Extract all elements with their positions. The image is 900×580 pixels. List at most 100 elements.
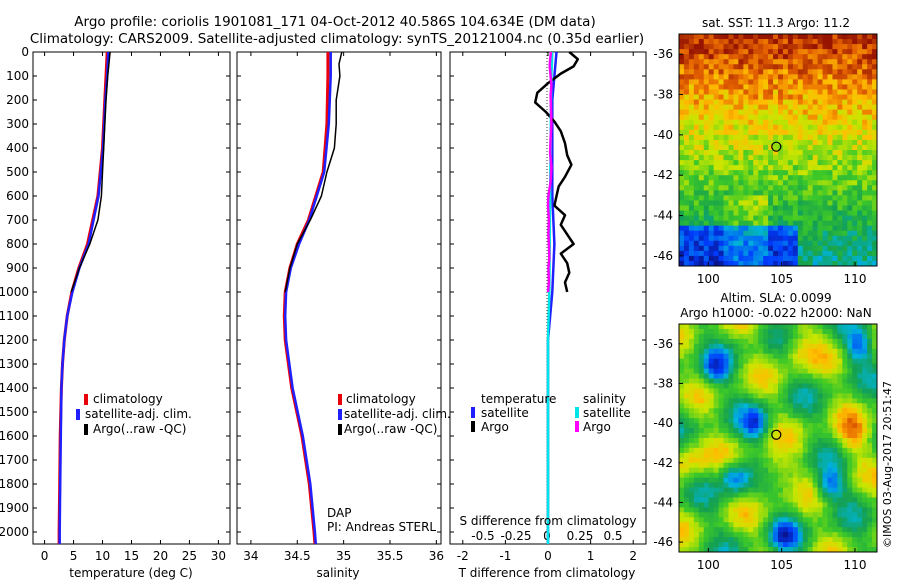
map-cell — [867, 383, 873, 389]
map-cell — [837, 368, 843, 374]
map-cell — [748, 433, 754, 439]
map-cell — [812, 507, 818, 513]
map-cell — [782, 180, 789, 186]
map-cell — [842, 134, 848, 141]
map-cell — [867, 527, 873, 533]
map-cell — [787, 467, 794, 474]
map-cell — [852, 245, 858, 252]
map-cell — [738, 170, 744, 176]
map-cell — [683, 482, 690, 488]
map-cell — [867, 69, 873, 75]
x-tick-label: 2 — [629, 549, 637, 563]
map-cell — [822, 398, 828, 404]
map-cell — [872, 537, 877, 543]
map-cell — [758, 150, 764, 156]
map-cell — [693, 34, 700, 40]
map-cell — [807, 139, 814, 146]
map-cell — [797, 59, 804, 65]
map-cell — [723, 205, 729, 211]
map-cell — [713, 537, 719, 543]
map-cell — [817, 109, 823, 116]
map-cell — [718, 502, 724, 508]
map-cell — [728, 240, 734, 247]
map-cell — [872, 492, 877, 498]
map-cell — [837, 378, 843, 384]
map-cell — [817, 447, 823, 454]
map-cell — [723, 104, 729, 111]
map-cell — [837, 230, 843, 237]
map-cell — [758, 472, 764, 479]
map-cell — [792, 69, 799, 75]
map-cell — [867, 418, 873, 424]
map-cell — [857, 165, 863, 171]
map-cell — [748, 438, 754, 444]
map-cell — [807, 403, 814, 409]
map-cell — [832, 423, 838, 429]
map-cell — [778, 467, 784, 474]
map-cell — [733, 240, 739, 247]
map-cell — [708, 39, 715, 45]
map-cell — [723, 497, 729, 503]
map-cell — [679, 338, 685, 345]
map-cell — [693, 418, 700, 424]
map-cell — [703, 220, 710, 227]
map-cell — [822, 170, 828, 176]
map-cell — [807, 522, 814, 528]
map-cell — [693, 160, 700, 166]
map-cell — [718, 338, 724, 345]
map-cell — [852, 210, 858, 216]
map-cell — [832, 447, 838, 454]
map-cell — [703, 170, 710, 176]
map-cell — [787, 195, 794, 201]
map-cell — [723, 230, 729, 237]
salinity-panel: 34 34.5 35 35.5 36 salinity climatology sate… — [236, 51, 451, 580]
map-cell — [743, 363, 749, 370]
map-cell — [708, 423, 715, 429]
map-cell — [862, 150, 868, 156]
map-cell — [748, 467, 754, 474]
map-cell — [713, 185, 719, 191]
map-cell — [807, 433, 814, 439]
map-cell — [683, 338, 690, 345]
map-cell — [743, 348, 749, 355]
map-cell — [683, 517, 690, 523]
map-cell — [862, 64, 868, 70]
map-cell — [718, 447, 724, 454]
map-cell — [698, 338, 705, 345]
map-cell — [827, 34, 833, 40]
map-cell — [847, 373, 853, 379]
map-cell — [713, 368, 719, 374]
map-cell — [782, 69, 789, 75]
map-cell — [797, 34, 804, 40]
map-cell — [713, 34, 719, 40]
depth-tick-label: 300 — [6, 117, 29, 131]
map-cell — [802, 418, 809, 424]
map-cell — [758, 185, 764, 191]
map-cell — [738, 165, 744, 171]
map-cell — [688, 150, 695, 156]
map-cell — [718, 210, 724, 216]
map-cell — [832, 240, 838, 247]
map-cell — [837, 413, 843, 419]
map-cell — [743, 398, 749, 404]
pi-label: PI: Andreas STERL — [327, 520, 436, 534]
map-cell — [792, 89, 799, 95]
map-cell — [862, 358, 868, 365]
depth-tick-label: 100 — [6, 69, 29, 83]
map-cell — [787, 433, 794, 439]
map-cell — [723, 348, 729, 355]
map-cell — [817, 433, 823, 439]
map-cell — [867, 230, 873, 237]
map-cell — [733, 195, 739, 201]
map-cell — [679, 324, 685, 330]
map-cell — [867, 423, 873, 429]
map-cell — [758, 353, 764, 360]
map-cell — [733, 84, 739, 90]
map-cell — [733, 64, 739, 70]
map-cell — [713, 497, 719, 503]
map-cell — [723, 363, 729, 370]
map-cell — [773, 175, 779, 181]
map-cell — [792, 398, 799, 404]
map-cell — [822, 255, 828, 262]
map-cell — [748, 398, 754, 404]
